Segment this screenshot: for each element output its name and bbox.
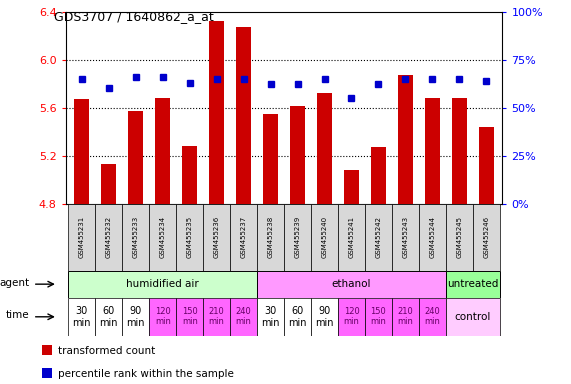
Bar — [230, 298, 257, 336]
Bar — [338, 204, 365, 271]
Bar — [344, 170, 359, 204]
Text: 240
min: 240 min — [424, 307, 440, 326]
Bar — [257, 271, 446, 298]
Text: GSM455232: GSM455232 — [106, 216, 112, 258]
Bar — [446, 204, 473, 271]
Text: GSM455238: GSM455238 — [268, 216, 274, 258]
Bar — [155, 98, 170, 204]
Bar — [284, 204, 311, 271]
Text: 90
min: 90 min — [127, 306, 145, 328]
Text: GSM455240: GSM455240 — [321, 216, 328, 258]
Bar — [446, 298, 500, 336]
Bar — [95, 298, 122, 336]
Bar — [419, 298, 446, 336]
Text: 90
min: 90 min — [315, 306, 334, 328]
Text: GSM455243: GSM455243 — [403, 216, 408, 258]
Bar — [69, 271, 257, 298]
Bar — [425, 98, 440, 204]
Text: GSM455237: GSM455237 — [240, 216, 247, 258]
Bar — [419, 204, 446, 271]
Text: GSM455245: GSM455245 — [456, 216, 463, 258]
Text: GSM455241: GSM455241 — [348, 216, 355, 258]
Bar — [392, 298, 419, 336]
Text: 60
min: 60 min — [288, 306, 307, 328]
Bar — [203, 204, 230, 271]
Bar — [290, 106, 305, 204]
Text: 210
min: 210 min — [397, 307, 413, 326]
Text: GDS3707 / 1640862_a_at: GDS3707 / 1640862_a_at — [54, 10, 214, 23]
Text: GSM455233: GSM455233 — [133, 216, 139, 258]
Text: GSM455234: GSM455234 — [160, 216, 166, 258]
Bar — [42, 368, 52, 379]
Text: 30
min: 30 min — [73, 306, 91, 328]
Text: percentile rank within the sample: percentile rank within the sample — [58, 369, 234, 379]
Bar — [365, 298, 392, 336]
Text: 60
min: 60 min — [99, 306, 118, 328]
Text: 210
min: 210 min — [209, 307, 224, 326]
Bar — [149, 298, 176, 336]
Bar — [236, 27, 251, 204]
Text: GSM455242: GSM455242 — [376, 216, 381, 258]
Bar — [149, 204, 176, 271]
Text: 150
min: 150 min — [182, 307, 198, 326]
Text: control: control — [455, 312, 491, 322]
Bar — [176, 204, 203, 271]
Text: GSM455235: GSM455235 — [187, 216, 192, 258]
Bar — [398, 75, 413, 204]
Text: ethanol: ethanol — [332, 279, 371, 289]
Bar — [95, 204, 122, 271]
Bar — [365, 204, 392, 271]
Bar — [122, 204, 149, 271]
Bar — [317, 93, 332, 204]
Text: transformed count: transformed count — [58, 346, 155, 356]
Text: GSM455239: GSM455239 — [295, 216, 300, 258]
Text: humidified air: humidified air — [126, 279, 199, 289]
Bar — [203, 298, 230, 336]
Bar — [42, 345, 52, 356]
Text: time: time — [6, 310, 30, 320]
Text: 150
min: 150 min — [371, 307, 387, 326]
Bar — [284, 298, 311, 336]
Bar — [176, 298, 203, 336]
Bar — [473, 204, 500, 271]
Text: 240
min: 240 min — [236, 307, 252, 326]
Bar — [311, 204, 338, 271]
Bar — [122, 298, 149, 336]
Text: 30
min: 30 min — [262, 306, 280, 328]
Text: 120
min: 120 min — [155, 307, 171, 326]
Text: GSM455244: GSM455244 — [429, 216, 435, 258]
Bar — [230, 204, 257, 271]
Text: agent: agent — [0, 278, 30, 288]
Bar — [69, 204, 95, 271]
Text: GSM455236: GSM455236 — [214, 216, 220, 258]
Bar — [452, 98, 467, 204]
Text: untreated: untreated — [447, 279, 498, 289]
Bar — [128, 111, 143, 204]
Bar — [392, 204, 419, 271]
Bar — [371, 147, 386, 204]
Bar — [102, 164, 116, 204]
Bar — [74, 99, 89, 204]
Bar — [263, 114, 278, 204]
Bar — [338, 298, 365, 336]
Text: 120
min: 120 min — [344, 307, 359, 326]
Text: GSM455246: GSM455246 — [483, 216, 489, 258]
Bar — [69, 298, 95, 336]
Bar — [479, 127, 494, 204]
Bar — [446, 271, 500, 298]
Bar — [209, 21, 224, 204]
Text: GSM455231: GSM455231 — [79, 216, 85, 258]
Bar — [257, 298, 284, 336]
Bar — [311, 298, 338, 336]
Bar — [182, 146, 197, 204]
Bar — [257, 204, 284, 271]
